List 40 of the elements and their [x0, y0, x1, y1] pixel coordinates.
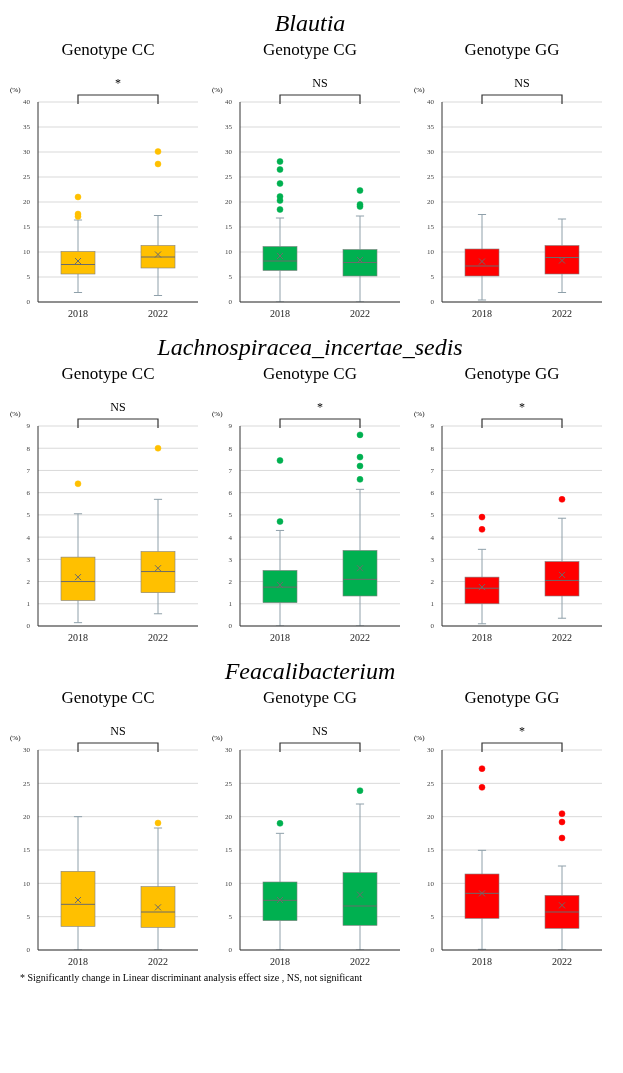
chart-title: Blautia — [274, 9, 346, 38]
chart-subtitle: Genotype CG — [262, 363, 358, 385]
chart-subtitle: Genotype CC — [60, 39, 156, 61]
x-tick-label: 2018 — [68, 308, 88, 320]
text: * — [518, 400, 526, 415]
x-tick-label: 2022 — [148, 956, 168, 968]
chart-title: Feacalibacterium — [224, 657, 396, 686]
chart-title: Lachnospiracea_incertae_sedis — [157, 333, 463, 362]
x-tick-label: 2018 — [68, 956, 88, 968]
x-tick-label: 2022 — [148, 632, 168, 644]
text: NS — [311, 724, 329, 739]
x-tick-label: 2018 — [68, 632, 88, 644]
x-tick-label: 2018 — [472, 956, 492, 968]
x-tick-label: 2022 — [350, 308, 370, 320]
chart-subtitle: Genotype CG — [262, 39, 358, 61]
x-tick-label: 2022 — [552, 632, 572, 644]
x-tick-label: 2018 — [472, 308, 492, 320]
text: * — [316, 400, 324, 415]
x-tick-label: 2022 — [350, 632, 370, 644]
x-tick-label: 2018 — [270, 308, 290, 320]
x-tick-label: 2022 — [148, 308, 168, 320]
text: NS — [311, 76, 329, 91]
text: NS — [513, 76, 531, 91]
x-tick-label: 2022 — [552, 956, 572, 968]
x-tick-label: 2018 — [270, 632, 290, 644]
x-tick-label: 2018 — [472, 632, 492, 644]
text: * — [518, 724, 526, 739]
text: * Significantly change in Linear discriminant analysis effect size , NS, not significant — [19, 972, 362, 983]
x-tick-label: 2018 — [270, 956, 290, 968]
chart-subtitle: Genotype GG — [463, 39, 561, 61]
chart-subtitle: Genotype GG — [463, 687, 561, 709]
x-tick-label: 2022 — [552, 308, 572, 320]
chart-subtitle: Genotype CC — [60, 687, 156, 709]
x-tick-label: 2022 — [350, 956, 370, 968]
text: * — [114, 76, 122, 91]
chart-subtitle: Genotype CC — [60, 363, 156, 385]
chart-subtitle: Genotype GG — [463, 363, 561, 385]
text: NS — [109, 724, 127, 739]
chart-subtitle: Genotype CG — [262, 687, 358, 709]
text: NS — [109, 400, 127, 415]
